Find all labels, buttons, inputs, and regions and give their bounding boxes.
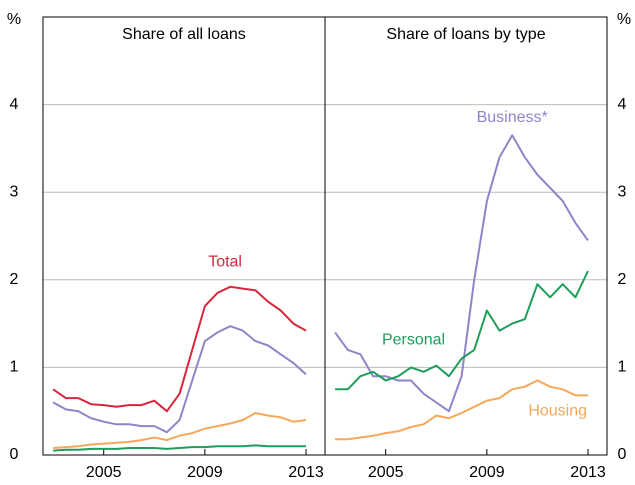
- series-line: [334, 134, 589, 413]
- y-tick-label: 1: [10, 359, 19, 376]
- y-tick-label: 2: [10, 271, 19, 288]
- series-line: [335, 379, 588, 441]
- y-tick-label: 2: [618, 271, 627, 288]
- series-line: [335, 270, 589, 391]
- series-label: Housing: [528, 402, 587, 419]
- y-tick-label: 4: [10, 96, 19, 113]
- x-tick-label: 2013: [288, 464, 324, 481]
- y-tick-label: 0: [618, 446, 627, 463]
- series-label: Total: [208, 253, 242, 270]
- x-tick-label: 2013: [570, 464, 606, 481]
- panel-title: Share of all loans: [122, 26, 246, 43]
- y-unit: %: [617, 11, 631, 28]
- x-tick-label: 2005: [86, 464, 122, 481]
- series-line: [53, 444, 306, 452]
- series-line: [52, 285, 307, 413]
- x-tick-label: 2005: [368, 464, 404, 481]
- series-label: Business*: [477, 109, 548, 126]
- y-tick-label: 3: [10, 183, 19, 200]
- x-tick-label: 2009: [187, 464, 223, 481]
- x-tick-label: 2009: [469, 464, 505, 481]
- y-unit: %: [7, 11, 21, 28]
- series-label: Personal: [382, 331, 445, 348]
- panel-title: Share of loans by type: [386, 26, 545, 43]
- series-line: [52, 325, 307, 434]
- series-line: [53, 412, 307, 449]
- y-tick-label: 3: [618, 183, 627, 200]
- y-tick-label: 4: [618, 96, 627, 113]
- y-tick-label: 1: [618, 359, 627, 376]
- y-tick-label: 0: [10, 446, 19, 463]
